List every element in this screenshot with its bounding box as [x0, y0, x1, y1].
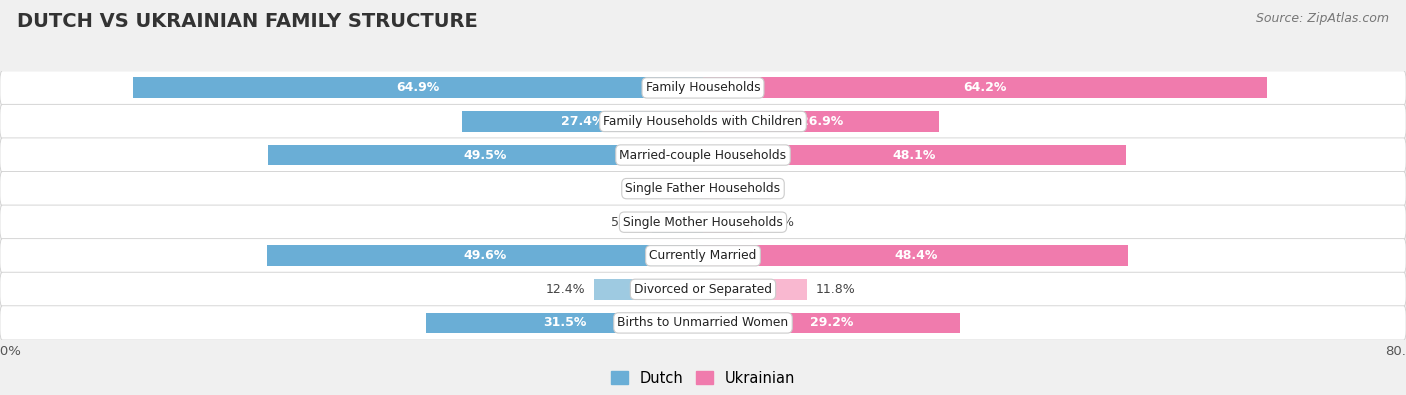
- Bar: [267, 245, 703, 266]
- Bar: [682, 178, 703, 199]
- Bar: [703, 77, 1267, 98]
- FancyBboxPatch shape: [0, 272, 1406, 307]
- Text: 5.7%: 5.7%: [762, 216, 794, 229]
- FancyBboxPatch shape: [0, 104, 1406, 139]
- Bar: [652, 212, 703, 233]
- Text: 5.8%: 5.8%: [612, 216, 644, 229]
- FancyBboxPatch shape: [0, 205, 1406, 239]
- Bar: [703, 279, 807, 300]
- Text: 49.6%: 49.6%: [464, 249, 506, 262]
- Bar: [703, 111, 939, 132]
- Bar: [703, 245, 1129, 266]
- Text: 27.4%: 27.4%: [561, 115, 605, 128]
- Legend: Dutch, Ukrainian: Dutch, Ukrainian: [605, 365, 801, 391]
- FancyBboxPatch shape: [0, 71, 1406, 105]
- Text: Source: ZipAtlas.com: Source: ZipAtlas.com: [1256, 12, 1389, 25]
- Bar: [593, 279, 703, 300]
- FancyBboxPatch shape: [0, 138, 1406, 172]
- Bar: [269, 145, 703, 166]
- Text: Single Mother Households: Single Mother Households: [623, 216, 783, 229]
- Text: 64.2%: 64.2%: [963, 81, 1007, 94]
- FancyBboxPatch shape: [0, 239, 1406, 273]
- Bar: [132, 77, 703, 98]
- Text: 2.4%: 2.4%: [641, 182, 673, 195]
- FancyBboxPatch shape: [0, 306, 1406, 340]
- Text: 31.5%: 31.5%: [543, 316, 586, 329]
- Text: DUTCH VS UKRAINIAN FAMILY STRUCTURE: DUTCH VS UKRAINIAN FAMILY STRUCTURE: [17, 12, 478, 31]
- Text: Family Households with Children: Family Households with Children: [603, 115, 803, 128]
- Text: 48.4%: 48.4%: [894, 249, 938, 262]
- Text: Births to Unmarried Women: Births to Unmarried Women: [617, 316, 789, 329]
- Text: Married-couple Households: Married-couple Households: [620, 149, 786, 162]
- Text: 64.9%: 64.9%: [396, 81, 440, 94]
- Text: Single Father Households: Single Father Households: [626, 182, 780, 195]
- Bar: [703, 178, 721, 199]
- Text: Divorced or Separated: Divorced or Separated: [634, 283, 772, 296]
- Bar: [463, 111, 703, 132]
- Bar: [703, 212, 754, 233]
- Text: 2.1%: 2.1%: [730, 182, 762, 195]
- FancyBboxPatch shape: [0, 171, 1406, 206]
- Text: 26.9%: 26.9%: [800, 115, 842, 128]
- Text: 12.4%: 12.4%: [546, 283, 585, 296]
- Text: 11.8%: 11.8%: [815, 283, 855, 296]
- Text: 29.2%: 29.2%: [810, 316, 853, 329]
- Bar: [426, 312, 703, 333]
- Text: Currently Married: Currently Married: [650, 249, 756, 262]
- Text: 48.1%: 48.1%: [893, 149, 936, 162]
- Bar: [703, 145, 1126, 166]
- Bar: [703, 312, 960, 333]
- Text: Family Households: Family Households: [645, 81, 761, 94]
- Text: 49.5%: 49.5%: [464, 149, 508, 162]
